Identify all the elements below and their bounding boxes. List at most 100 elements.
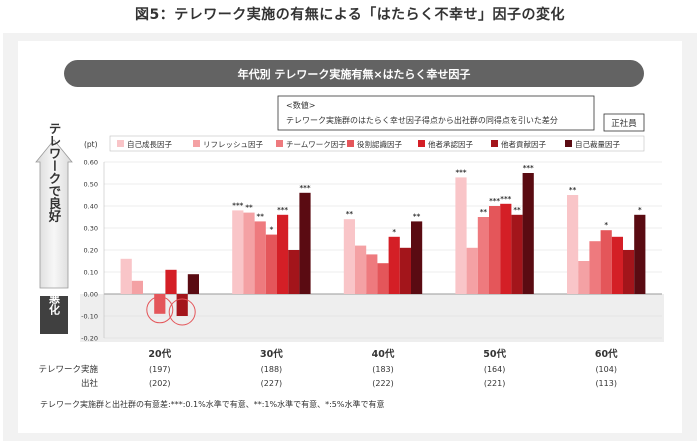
category-label: 40代 <box>372 348 395 360</box>
row-label-telework: テレワーク実施 <box>38 364 98 375</box>
bar <box>343 219 355 294</box>
sample-size-telework: (197) <box>149 365 171 374</box>
significance-labels: *** ************************ ************ <box>232 164 642 236</box>
bar <box>578 261 590 294</box>
significance-label: * <box>604 221 608 229</box>
bar <box>600 230 612 294</box>
bar <box>388 236 400 294</box>
sample-size-office: (222) <box>372 379 394 388</box>
employee-type-box: 正社員 <box>603 113 645 132</box>
bar <box>489 206 501 294</box>
legend-label: 自己裁量因子 <box>575 139 620 149</box>
significance-label: *** <box>456 168 467 176</box>
page-title: 図5：テレワーク実施の有無による「はたらく不幸せ」因子の変化 <box>134 7 566 23</box>
bar <box>455 177 467 294</box>
legend-swatch <box>117 140 124 147</box>
significance-label: * <box>392 228 396 236</box>
significance-label: ** <box>569 186 577 194</box>
legend-label: チームワーク因子 <box>286 140 346 149</box>
bar <box>154 294 166 314</box>
bar <box>589 241 601 294</box>
legend-label: 役割認識因子 <box>357 139 402 149</box>
x-axis-labels: 20代 (197) (202) 30代 (188) (227) 40代 (183) (222) 5… <box>148 348 618 388</box>
significance-label: * <box>638 206 642 214</box>
significance-label: *** <box>232 201 243 209</box>
legend-label: リフレッシュ因子 <box>203 140 263 149</box>
row-label-office: 出社 <box>81 378 99 389</box>
bad-side-label: 悪化 <box>48 293 61 316</box>
bar <box>522 173 534 294</box>
y-unit-label: (pt) <box>84 140 98 149</box>
bar <box>355 245 367 294</box>
y-tick-labels: 0.60 0.50 0.40 0.30 0.20 0.10 0.00 -0.10 -0.20 <box>81 159 98 343</box>
y-tick-label: 0.30 <box>84 225 98 233</box>
banner: 年代別 テレワーク実施有無×はたらく幸せ因子 <box>64 60 644 87</box>
bar <box>623 250 635 294</box>
note-box: <数値> テレワーク実施群のはたらく幸せ因子得点から出社群の同得点を引いた差分 <box>277 95 595 131</box>
bar <box>567 195 579 294</box>
good-arrow: テレワークで良好 <box>35 122 73 289</box>
legend-box <box>109 135 645 152</box>
y-tick-label: 0.10 <box>84 269 98 277</box>
bar <box>411 221 423 294</box>
significance-label: *** <box>300 184 311 192</box>
note-line2: テレワーク実施群のはたらく幸せ因子得点から出社群の同得点を引いた差分 <box>286 115 558 125</box>
bar <box>634 214 646 294</box>
highlight-circle <box>146 296 174 324</box>
y-tick-label: 0.20 <box>84 247 98 255</box>
legend-swatch <box>565 140 572 147</box>
legend-swatch <box>193 140 200 147</box>
significance-label: *** <box>277 206 288 214</box>
significance-label: *** <box>523 164 534 172</box>
bar <box>366 254 378 294</box>
legend-label: 他者承認因子 <box>428 139 473 149</box>
legend-swatch <box>276 140 283 147</box>
significance-label: ** <box>245 204 253 212</box>
bar <box>477 217 489 294</box>
y-tick-label: 0.40 <box>84 203 98 211</box>
significance-label: ** <box>257 212 265 220</box>
bar <box>500 203 512 294</box>
significance-label: ** <box>346 210 354 218</box>
y-tick-label: -0.10 <box>81 313 98 321</box>
banner-title: 年代別 テレワーク実施有無×はたらく幸せ因子 <box>238 67 471 81</box>
significance-label: ** <box>480 208 488 216</box>
y-tick-label: 0.50 <box>84 181 98 189</box>
bar <box>243 212 255 294</box>
bar <box>611 236 623 294</box>
bar <box>399 247 411 294</box>
category-label: 50代 <box>483 348 506 360</box>
bad-box: 悪化 <box>40 293 68 334</box>
highlight-circle <box>168 298 196 326</box>
negative-zone-bg <box>80 294 664 342</box>
bar <box>120 258 132 294</box>
bar <box>131 280 143 294</box>
bar <box>299 192 311 294</box>
negative-zone <box>80 294 664 342</box>
sample-size-office: (227) <box>261 379 283 388</box>
legend-swatch <box>347 140 354 147</box>
sample-size-telework: (104) <box>595 365 617 374</box>
legend-label: 他者貢献因子 <box>501 139 546 149</box>
significance-label: ** <box>413 212 421 220</box>
sample-size-telework: (188) <box>261 365 283 374</box>
footnote: テレワーク実施群と出社群の有意差:***:0.1%水準で有意、**:1%水準で有… <box>40 399 385 409</box>
bars <box>120 173 646 316</box>
category-label: 20代 <box>148 348 171 360</box>
bar <box>232 210 244 294</box>
sample-size-telework: (164) <box>484 365 506 374</box>
y-tick-label: 0.00 <box>84 291 98 299</box>
highlight-circles <box>146 296 196 326</box>
sample-size-office: (202) <box>149 379 171 388</box>
significance-label: *** <box>500 195 511 203</box>
legend-label: 自己成長因子 <box>127 139 172 149</box>
legend-swatch <box>418 140 425 147</box>
sample-size-office: (113) <box>595 379 617 388</box>
y-tick-label: -0.20 <box>81 335 98 343</box>
bar <box>265 234 277 294</box>
legend-swatch <box>491 140 498 147</box>
employee-type-label: 正社員 <box>611 118 637 129</box>
legend: 自己成長因子 リフレッシュ因子 チームワーク因子 役割認識因子 他者承認因子 他者貢献因子… <box>109 135 645 152</box>
bar <box>165 269 177 294</box>
